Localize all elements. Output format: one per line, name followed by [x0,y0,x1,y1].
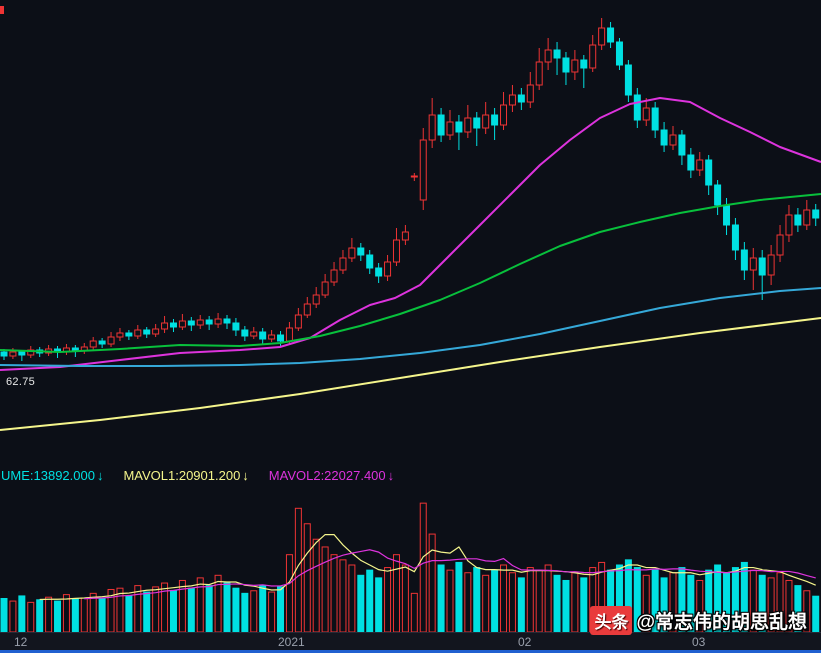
price-candlestick-chart[interactable] [0,0,821,460]
bottom-blue-strip [0,650,821,653]
mavol1-indicator: MAVOL1:20901.200 ↓ [123,468,248,483]
mavol1-value: MAVOL1:20901.200 [123,467,241,483]
volume-indicator-header: UME:13892.000 ↓ MAVOL1:20901.200 ↓ MAVOL… [0,462,821,488]
watermark-text: @常志伟的胡思乱想 [636,612,807,633]
volume-indicator: UME:13892.000 ↓ [1,468,103,483]
mavol2-indicator: MAVOL2:22027.400 ↓ [269,468,394,483]
down-arrow-icon: ↓ [96,467,104,483]
toutiao-badge: 头条 [590,606,633,635]
left-edge-tick [0,6,4,14]
x-axis-label: 2021 [278,635,305,649]
x-axis-bar[interactable]: 12 2021 02 03 [0,632,821,651]
watermark: 头条 @常志伟的胡思乱想 [590,606,807,635]
price-marker-label: 62.75 [6,376,36,388]
volume-bar-chart[interactable] [0,490,821,632]
x-axis-label: 12 [14,635,28,649]
volume-value: UME:13892.000 [1,467,95,483]
down-arrow-icon: ↓ [387,467,395,483]
x-axis-label: 02 [518,635,532,649]
mavol2-value: MAVOL2:22027.400 [268,467,386,483]
x-axis-label: 03 [692,635,706,649]
down-arrow-icon: ↓ [242,467,249,483]
